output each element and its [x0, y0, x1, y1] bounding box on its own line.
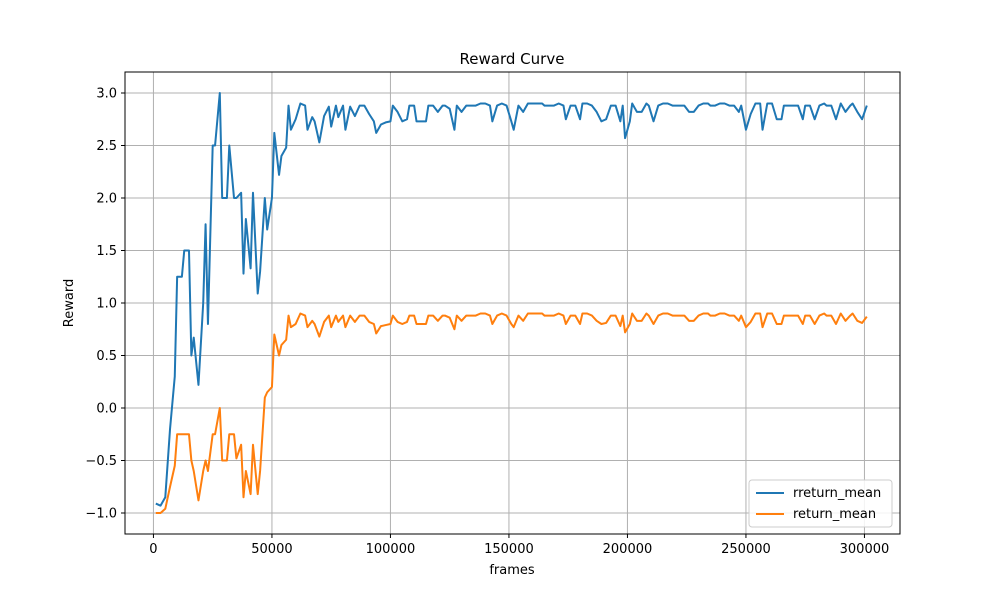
y-tick-label: 2.5	[96, 139, 117, 154]
y-tick-label: −0.5	[85, 454, 117, 469]
x-axis-label: frames	[489, 563, 535, 578]
legend-label-return-mean: return_mean	[793, 507, 876, 522]
x-tick-label: 200000	[603, 542, 653, 557]
series-line-return-mean	[155, 312, 868, 514]
y-axis-label: Reward	[62, 279, 77, 327]
x-tick-label: 150000	[484, 542, 534, 557]
x-tick-label: 50000	[251, 542, 292, 557]
x-tick-label: 100000	[366, 542, 416, 557]
series-line-rreturn-mean	[155, 92, 868, 507]
y-tick-label: 1.5	[96, 244, 117, 259]
x-tick-label: 300000	[840, 542, 890, 557]
y-tick-label: 0.5	[96, 349, 117, 364]
series-lines	[155, 92, 868, 514]
legend-box	[748, 479, 893, 528]
chart-title: Reward Curve	[460, 50, 565, 68]
axis-ticks: 0 50000 100000 150000 200000 250000 300000 −1.0…	[85, 87, 889, 558]
x-tick-label: 250000	[721, 542, 771, 557]
y-tick-label: 0.0	[96, 402, 117, 417]
x-tick-label: 0	[149, 542, 157, 557]
legend: rreturn_mean return_mean	[748, 479, 893, 528]
y-tick-label: 3.0	[96, 87, 117, 102]
y-tick-label: −1.0	[85, 507, 117, 522]
legend-label-rreturn-mean: rreturn_mean	[793, 486, 881, 501]
y-tick-label: 1.0	[96, 297, 117, 312]
y-tick-label: 2.0	[96, 192, 117, 207]
